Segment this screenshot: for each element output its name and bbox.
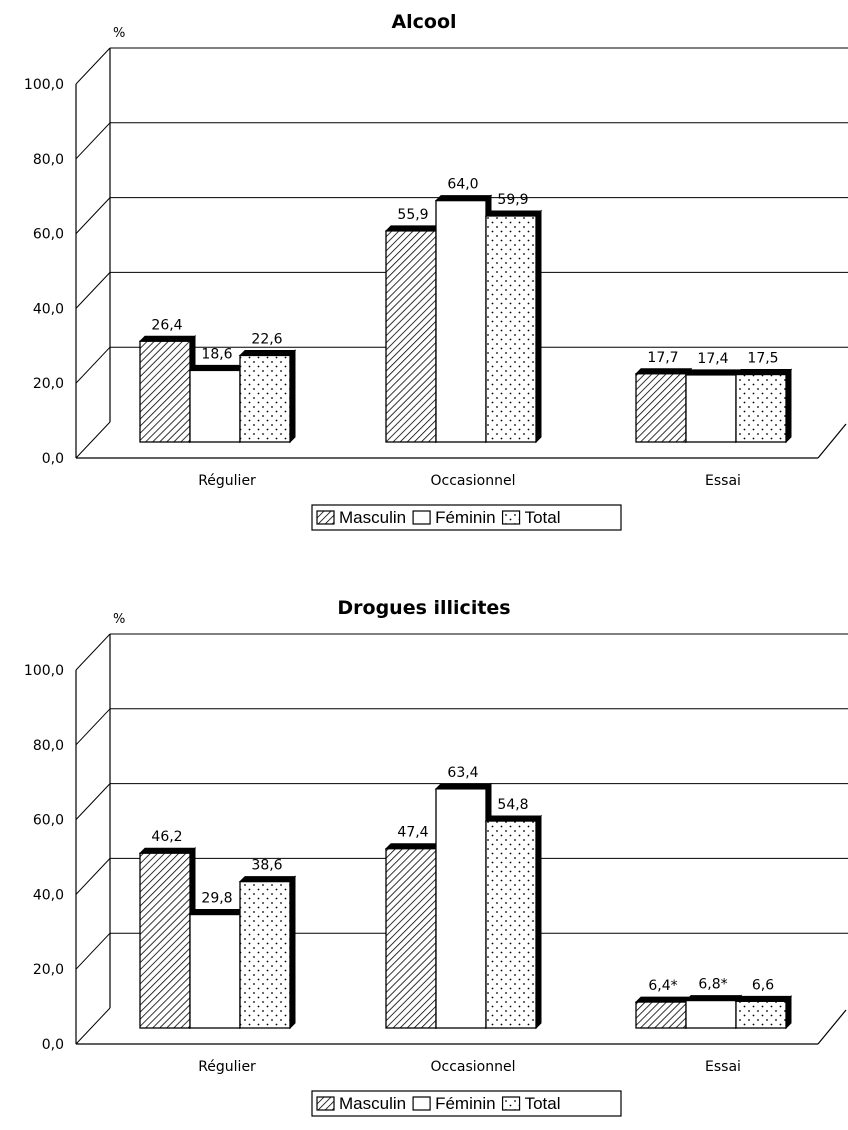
bar-masculin-0 — [138, 335, 197, 444]
value-label: 26,4 — [151, 317, 182, 333]
wall-tick — [75, 932, 111, 970]
y-tick-label: 100,0 — [24, 663, 64, 679]
bar-masculin-0 — [138, 847, 197, 1030]
legend-swatch-féminin — [412, 1096, 431, 1111]
y-tick-label: 0,0 — [42, 451, 64, 467]
legend: Masculin Féminin Total — [311, 504, 622, 531]
bar-féminin-0 — [188, 364, 247, 444]
bar-masculin-2 — [634, 367, 693, 444]
legend-box — [311, 1090, 622, 1117]
legend-swatch-masculin — [316, 1096, 335, 1111]
value-label: 46,2 — [151, 829, 182, 845]
bar-total-2 — [734, 995, 793, 1030]
legend-swatch-total — [501, 510, 521, 525]
bar-total-0 — [238, 875, 297, 1030]
legend-label: Masculin — [339, 1094, 406, 1113]
y-tick-label: 60,0 — [33, 813, 64, 829]
bar-féminin-2 — [684, 368, 743, 444]
x-category-label: Essai — [705, 1059, 741, 1075]
y-tick-label: 80,0 — [33, 738, 64, 754]
wall-tick — [75, 421, 111, 459]
legend-swatch-total — [501, 1096, 521, 1111]
value-label: 17,4 — [697, 351, 728, 367]
bar-total-2 — [734, 368, 793, 444]
value-label: 22,6 — [251, 331, 282, 347]
bar-féminin-2 — [684, 994, 743, 1030]
chart-title: Drogues illicites — [337, 597, 510, 619]
chart-alcool: Alcool% 0,0 20,0 40,0 60,0 80,0 100,0 26,4 18,6 2… — [24, 11, 848, 531]
value-label: 6,4* — [648, 978, 677, 994]
bars — [138, 782, 793, 1030]
value-label: 38,6 — [251, 858, 282, 874]
floor-right-edge — [817, 1009, 847, 1045]
legend-swatch-masculin — [316, 510, 335, 525]
chart-title: Alcool — [391, 11, 456, 33]
value-label: 59,9 — [497, 192, 528, 208]
x-category-label: Essai — [705, 473, 741, 489]
chart-drogues: Drogues illicites% 0,0 20,0 40,0 60,0 80,0 100… — [24, 597, 848, 1117]
value-label: 6,8* — [698, 977, 727, 993]
x-category-label: Régulier — [198, 1059, 256, 1075]
wall-tick — [75, 122, 111, 160]
bar-féminin-1 — [434, 194, 493, 444]
legend-label: Total — [525, 508, 561, 527]
legend-box — [311, 504, 622, 531]
bar-total-1 — [484, 209, 543, 444]
wall-tick — [75, 633, 111, 671]
bar-féminin-0 — [188, 908, 247, 1030]
x-category-label: Occasionnel — [431, 473, 516, 489]
y-unit-label: % — [113, 26, 125, 41]
wall-tick — [75, 47, 111, 85]
y-tick-label: 40,0 — [33, 301, 64, 317]
value-label: 6,6 — [752, 977, 774, 993]
y-tick-label: 20,0 — [33, 376, 64, 392]
bar-total-0 — [238, 349, 297, 444]
wall-tick — [75, 783, 111, 820]
legend-label: Féminin — [435, 1094, 495, 1113]
bar-total-1 — [484, 814, 543, 1030]
wall-tick — [75, 346, 111, 384]
bar-masculin-1 — [384, 842, 443, 1030]
value-label: 54,8 — [497, 797, 528, 813]
legend-swatch-féminin — [412, 510, 431, 525]
y-tick-label: 60,0 — [33, 227, 64, 243]
x-category-label: Régulier — [198, 473, 256, 489]
bar-masculin-2 — [634, 995, 693, 1030]
legend-label: Masculin — [339, 508, 406, 527]
x-category-label: Occasionnel — [431, 1059, 516, 1075]
y-unit-label: % — [113, 612, 125, 627]
y-tick-label: 100,0 — [24, 77, 64, 93]
wall-tick — [75, 197, 111, 234]
y-tick-label: 40,0 — [33, 887, 64, 903]
value-label: 55,9 — [397, 207, 428, 223]
value-label: 17,5 — [747, 351, 778, 367]
y-tick-label: 80,0 — [33, 152, 64, 168]
bar-masculin-1 — [384, 224, 443, 444]
legend-label: Total — [525, 1094, 561, 1113]
y-tick-label: 20,0 — [33, 962, 64, 978]
value-label: 47,4 — [397, 825, 428, 841]
value-label: 18,6 — [201, 346, 232, 362]
bar-féminin-1 — [434, 782, 493, 1030]
floor-right-edge — [817, 423, 847, 459]
value-label: 63,4 — [447, 765, 478, 781]
y-tick-label: 0,0 — [42, 1037, 64, 1053]
wall-tick — [75, 858, 111, 895]
bars — [138, 194, 793, 444]
value-label: 29,8 — [201, 891, 232, 907]
legend: Masculin Féminin Total — [311, 1090, 622, 1117]
legend-label: Féminin — [435, 508, 495, 527]
wall-tick — [75, 708, 111, 746]
value-label: 64,0 — [447, 177, 478, 193]
wall-tick — [75, 272, 111, 309]
wall-tick — [75, 1007, 111, 1045]
value-label: 17,7 — [647, 350, 678, 366]
